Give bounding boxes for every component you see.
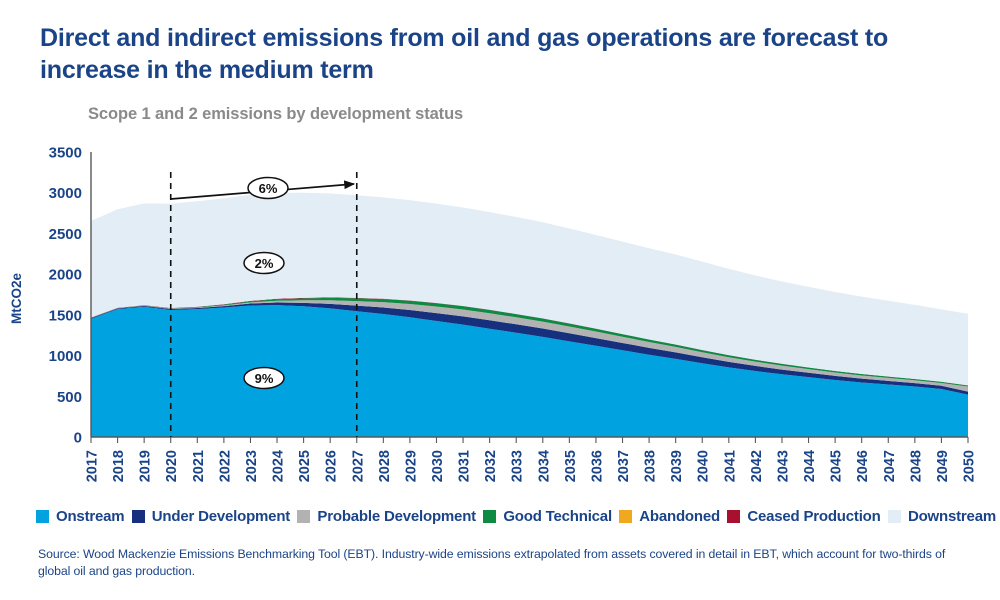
source-note: Source: Wood Mackenzie Emissions Benchma… [38, 547, 946, 579]
legend-item-ceased-production[interactable]: Ceased Production [727, 508, 881, 525]
x-tick-label: 2045 [829, 450, 845, 482]
legend-item-downstream[interactable]: Downstream [887, 508, 996, 525]
growth-badge-2: 2% [243, 251, 285, 275]
y-tick-label: 1500 [49, 307, 82, 324]
x-tick-label: 2048 [908, 450, 924, 482]
x-tick-label: 2044 [802, 450, 818, 482]
x-tick-label: 2018 [111, 450, 127, 482]
area-series-downstream [91, 192, 968, 386]
legend-label: Downstream [907, 508, 996, 525]
legend-swatch-icon [131, 510, 145, 523]
legend-swatch-icon [297, 510, 311, 523]
area-series-onstream [91, 305, 968, 437]
x-tick-label: 2036 [589, 450, 605, 482]
x-tick-label: 2046 [855, 450, 871, 482]
legend-label: Probable Development [317, 508, 476, 525]
y-tick-label: 500 [57, 389, 82, 406]
badge-ellipse [243, 366, 285, 390]
legend-item-under-development[interactable]: Under Development [131, 508, 291, 525]
x-tick-label: 2019 [138, 450, 154, 482]
x-tick-label: 2032 [483, 450, 499, 482]
badge-label: 2% [255, 256, 274, 271]
x-tick-label: 2028 [377, 450, 393, 482]
x-tick-label: 2026 [324, 450, 340, 482]
x-tick-label: 2020 [164, 450, 180, 482]
legend-label: Onstream [56, 508, 125, 525]
x-tick-label: 2047 [882, 450, 898, 482]
x-tick-label: 2024 [271, 450, 287, 482]
legend-item-abandoned[interactable]: Abandoned [619, 508, 720, 525]
chart-legend: Onstream Under Development Probable Develo… [36, 508, 996, 525]
x-tick-label: 2021 [191, 450, 207, 482]
badge-ellipse [243, 251, 285, 275]
legend-swatch-icon [36, 510, 49, 523]
y-tick-label: 1000 [49, 348, 82, 365]
x-tick-label: 2035 [563, 450, 579, 482]
legend-item-good-technical[interactable]: Good Technical [483, 508, 612, 525]
badge-ellipse [247, 176, 289, 200]
growth-badge-6: 6% [247, 176, 289, 200]
y-tick-label: 0 [74, 430, 82, 447]
x-tick-label: 2040 [696, 450, 712, 482]
y-axis-title: MtCO2e [9, 273, 24, 324]
x-tick-label: 2017 [85, 450, 101, 482]
chart-subtitle: Scope 1 and 2 emissions by development s… [88, 105, 464, 123]
x-tick-label: 2043 [775, 450, 791, 482]
chart-annotations: 6% 2% 9% [170, 176, 356, 390]
x-tick-label: 2042 [749, 450, 765, 482]
legend-label: Abandoned [639, 508, 720, 525]
y-tick-label: 2500 [49, 226, 82, 243]
legend-item-probable-development[interactable]: Probable Development [297, 508, 476, 525]
page-title: Direct and indirect emissions from oil a… [40, 24, 889, 84]
legend-label: Good Technical [503, 508, 612, 525]
legend-swatch-icon [887, 510, 901, 523]
x-tick-label: 2031 [457, 450, 473, 482]
legend-label: Under Development [151, 508, 291, 525]
badge-label: 9% [255, 371, 274, 386]
x-tick-label: 2038 [643, 450, 659, 482]
x-tick-label: 2030 [430, 450, 446, 482]
y-tick-label: 3000 [49, 185, 82, 202]
reference-lines [169, 172, 358, 437]
x-tick-label: 2050 [962, 450, 978, 482]
x-tick-label: 2022 [217, 450, 233, 482]
x-tick-label: 2033 [510, 450, 526, 482]
x-tick-label: 2029 [403, 450, 419, 482]
x-tick-label: 2023 [244, 450, 260, 482]
x-tick-label: 2037 [616, 450, 632, 482]
chart-axes [90, 152, 968, 438]
x-tick-label: 2041 [722, 450, 738, 482]
legend-swatch-icon [619, 510, 633, 523]
legend-swatch-icon [727, 510, 741, 523]
y-tick-label: 3500 [49, 145, 82, 162]
x-tick-label: 2027 [350, 450, 366, 482]
badge-label: 6% [259, 181, 278, 196]
legend-item-onstream[interactable]: Onstream [36, 508, 125, 525]
x-tick-label: 2049 [935, 450, 951, 482]
legend-label: Ceased Production [747, 508, 881, 525]
x-tick-label: 2039 [669, 450, 685, 482]
x-tick-label: 2034 [536, 450, 552, 482]
growth-badge-9: 9% [243, 366, 285, 390]
legend-swatch-icon [483, 510, 497, 523]
stacked-areas [91, 192, 968, 437]
axis-tick-labels: 0 500 1000 1500 2000 2500 3000 3500 2017 2018 2019… [49, 145, 978, 483]
y-tick-label: 2000 [49, 267, 82, 284]
x-tick-label: 2025 [297, 450, 313, 482]
